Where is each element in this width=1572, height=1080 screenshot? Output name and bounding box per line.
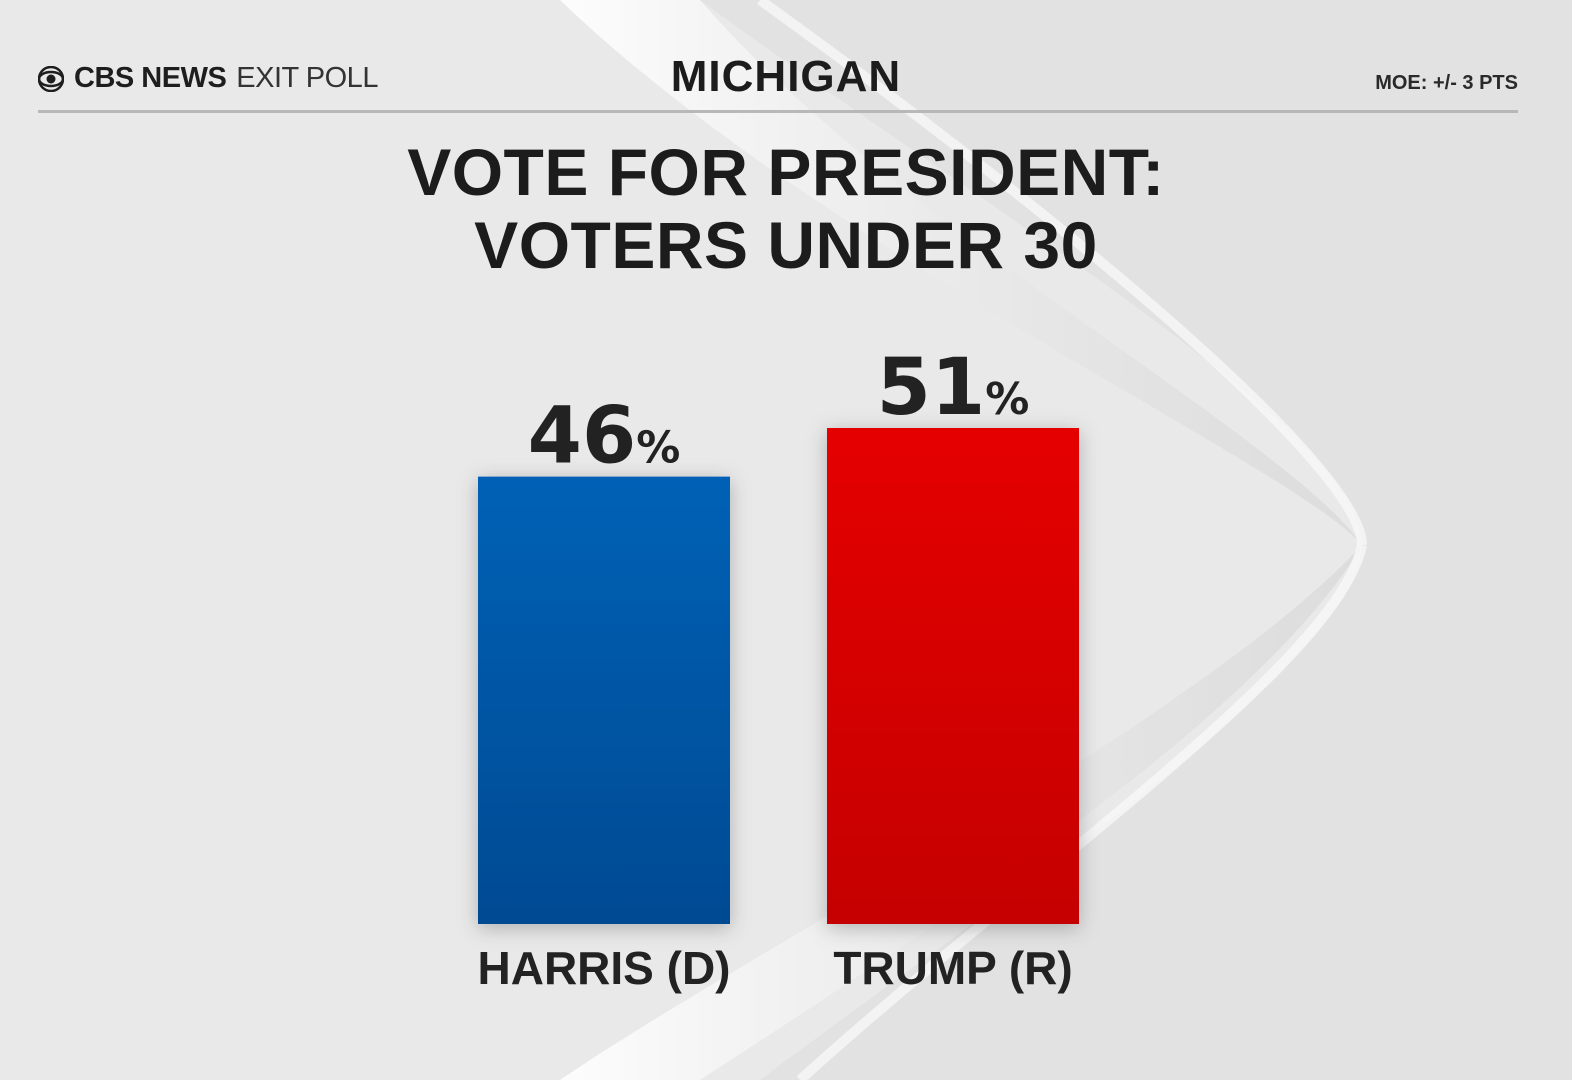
- value-label-0: 46%: [528, 392, 681, 482]
- bar-0: [478, 476, 730, 924]
- category-label-1: TRUMP (R): [833, 942, 1072, 994]
- margin-of-error: MOE: +/- 3 PTS: [1375, 72, 1518, 94]
- state-label: MICHIGAN: [670, 52, 902, 101]
- value-label-1: 51%: [877, 343, 1030, 433]
- chart-title-line-1: VOTE FOR PRESIDENT:: [407, 135, 1165, 209]
- category-label-0: HARRIS (D): [478, 942, 731, 994]
- brand-subtitle: EXIT POLL: [236, 62, 378, 94]
- header-divider: [38, 110, 1518, 113]
- bar-1: [827, 428, 1079, 924]
- brand-logo: CBS NEWS EXIT POLL: [38, 62, 378, 95]
- brand-name: CBS NEWS: [74, 62, 227, 94]
- cbs-eye-icon: [38, 65, 64, 92]
- chart-title: VOTE FOR PRESIDENT: VOTERS UNDER 30: [0, 136, 1572, 282]
- chart-title-line-2: VOTERS UNDER 30: [474, 208, 1098, 282]
